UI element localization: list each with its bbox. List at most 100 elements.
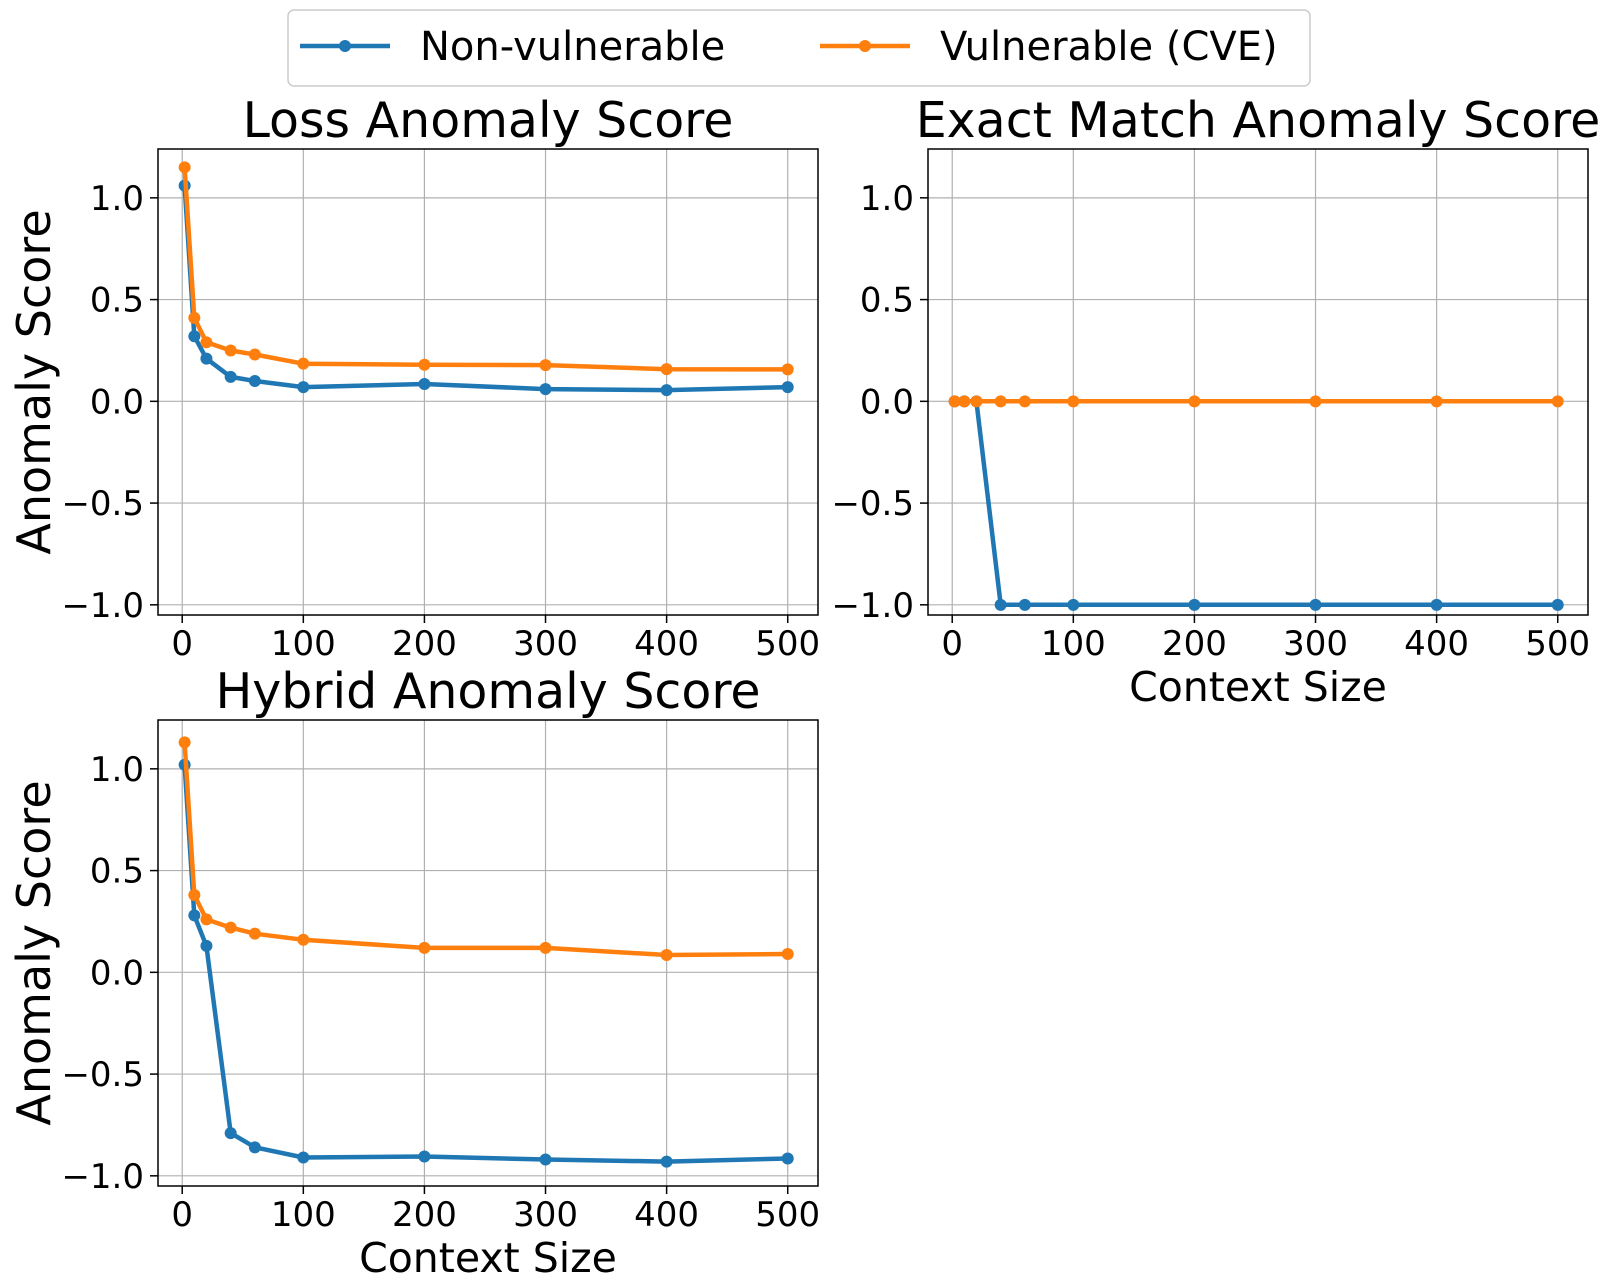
data-point-non-vulnerable [200, 939, 213, 952]
y-tick-label: −0.5 [61, 1055, 144, 1095]
chart-title: Exact Match Anomaly Score [916, 92, 1601, 149]
subplot-exact-match-anomaly-score: 0 100 200 300 400 500 1.0 0.5 0.0 −0.5 −1.0 Exact M… [831, 92, 1600, 711]
data-point-vulnerable-cve [224, 344, 237, 357]
data-point-non-vulnerable [418, 378, 431, 391]
x-tick-label: 200 [1162, 624, 1227, 664]
data-point-vulnerable-cve [418, 941, 431, 954]
data-point-vulnerable-cve [178, 736, 191, 749]
y-axis-label: Anomaly Score [7, 209, 61, 554]
data-point-vulnerable-cve [539, 359, 552, 372]
plot-frame [927, 148, 1589, 616]
data-point-vulnerable-cve [1430, 395, 1443, 408]
y-tick-label: 0.5 [90, 281, 144, 321]
x-tick-label: 500 [755, 1195, 820, 1235]
data-point-non-vulnerable [224, 370, 237, 383]
subplot-loss-anomaly-score: 0 100 200 300 400 500 1.0 0.5 0.0 −0.5 −1.0 Loss An… [7, 92, 820, 664]
data-point-non-vulnerable [1309, 598, 1322, 611]
data-point-vulnerable-cve [1067, 395, 1080, 408]
series-vulnerable-cve [178, 161, 794, 376]
y-tick-label: −1.0 [61, 1157, 144, 1197]
x-tick-label: 300 [1283, 624, 1348, 664]
data-point-vulnerable-cve [660, 363, 673, 376]
series-line-vulnerable-cve [182, 742, 788, 958]
data-point-non-vulnerable [200, 352, 213, 365]
data-point-vulnerable-cve [660, 949, 673, 962]
series-non-vulnerable [178, 179, 794, 397]
series-line-non-vulnerable [182, 185, 788, 393]
data-point-non-vulnerable [1018, 598, 1031, 611]
data-point-vulnerable-cve [781, 948, 794, 961]
data-point-vulnerable-cve [248, 348, 261, 361]
data-point-non-vulnerable [248, 374, 261, 387]
x-axis-label: Context Size [359, 1234, 617, 1280]
chart-title: Loss Anomaly Score [243, 92, 734, 149]
legend-label-vulnerable: Vulnerable (CVE) [940, 24, 1278, 70]
y-tick-label: −1.0 [831, 586, 914, 626]
data-point-non-vulnerable [539, 383, 552, 396]
chart-title: Hybrid Anomaly Score [215, 663, 760, 720]
x-tick-label: 100 [1041, 624, 1106, 664]
data-point-non-vulnerable [660, 384, 673, 397]
data-point-vulnerable-cve [224, 921, 237, 934]
x-tick-label: 400 [1404, 624, 1469, 664]
series-line-vulnerable-cve [182, 167, 788, 372]
x-tick-label: 500 [1525, 624, 1590, 664]
data-point-non-vulnerable [781, 381, 794, 394]
data-point-non-vulnerable [781, 1152, 794, 1165]
data-point-vulnerable-cve [188, 311, 201, 324]
data-point-non-vulnerable [224, 1127, 237, 1140]
subplots: 0 100 200 300 400 500 1.0 0.5 0.0 −0.5 −1.0 Loss An… [7, 92, 1600, 1280]
series-non-vulnerable [178, 758, 794, 1168]
data-point-vulnerable-cve [994, 395, 1007, 408]
data-point-non-vulnerable [188, 330, 201, 343]
x-tick-label: 500 [755, 624, 820, 664]
data-point-vulnerable-cve [970, 395, 983, 408]
legend-marker-non-vulnerable [339, 40, 351, 52]
x-tick-label: 200 [392, 1195, 457, 1235]
x-tick-label: 0 [171, 1195, 193, 1235]
x-axis-label: Context Size [1129, 663, 1387, 711]
data-point-vulnerable-cve [781, 363, 794, 376]
data-point-vulnerable-cve [539, 941, 552, 954]
data-point-vulnerable-cve [188, 889, 201, 902]
data-point-vulnerable-cve [1551, 395, 1564, 408]
y-tick-label: 0.0 [90, 382, 144, 422]
data-point-non-vulnerable [994, 598, 1007, 611]
series-vulnerable-cve [948, 395, 1564, 408]
data-point-non-vulnerable [297, 381, 310, 394]
legend-marker-vulnerable [859, 40, 871, 52]
data-point-non-vulnerable [1551, 598, 1564, 611]
data-point-non-vulnerable [1067, 598, 1080, 611]
data-point-vulnerable-cve [1309, 395, 1322, 408]
data-point-vulnerable-cve [200, 913, 213, 926]
subplot-hybrid-anomaly-score: 0 100 200 300 400 500 1.0 0.5 0.0 −0.5 −1.0 Hybrid … [7, 663, 820, 1280]
data-point-vulnerable-cve [297, 933, 310, 946]
plot-frame [157, 148, 819, 616]
data-point-non-vulnerable [1188, 598, 1201, 611]
legend-entry-vulnerable: Vulnerable (CVE) [820, 24, 1278, 70]
x-tick-label: 200 [392, 624, 457, 664]
y-tick-label: 0.0 [90, 953, 144, 993]
data-point-non-vulnerable [248, 1141, 261, 1154]
x-tick-label: 300 [513, 624, 578, 664]
data-point-vulnerable-cve [248, 927, 261, 940]
data-point-vulnerable-cve [200, 336, 213, 349]
y-tick-label: 1.0 [860, 179, 914, 219]
y-axis-label: Anomaly Score [7, 780, 61, 1125]
x-tick-label: 0 [941, 624, 963, 664]
data-point-non-vulnerable [188, 909, 201, 922]
y-tick-label: 0.5 [860, 281, 914, 321]
x-tick-label: 300 [513, 1195, 578, 1235]
series-vulnerable-cve [178, 736, 794, 962]
data-point-non-vulnerable [297, 1151, 310, 1164]
data-point-vulnerable-cve [948, 395, 961, 408]
data-point-non-vulnerable [418, 1150, 431, 1163]
data-point-non-vulnerable [1430, 598, 1443, 611]
data-point-vulnerable-cve [297, 357, 310, 370]
x-tick-label: 100 [271, 624, 336, 664]
data-point-non-vulnerable [539, 1153, 552, 1166]
data-point-vulnerable-cve [418, 358, 431, 371]
y-tick-label: −1.0 [61, 586, 144, 626]
y-tick-label: −0.5 [831, 484, 914, 524]
